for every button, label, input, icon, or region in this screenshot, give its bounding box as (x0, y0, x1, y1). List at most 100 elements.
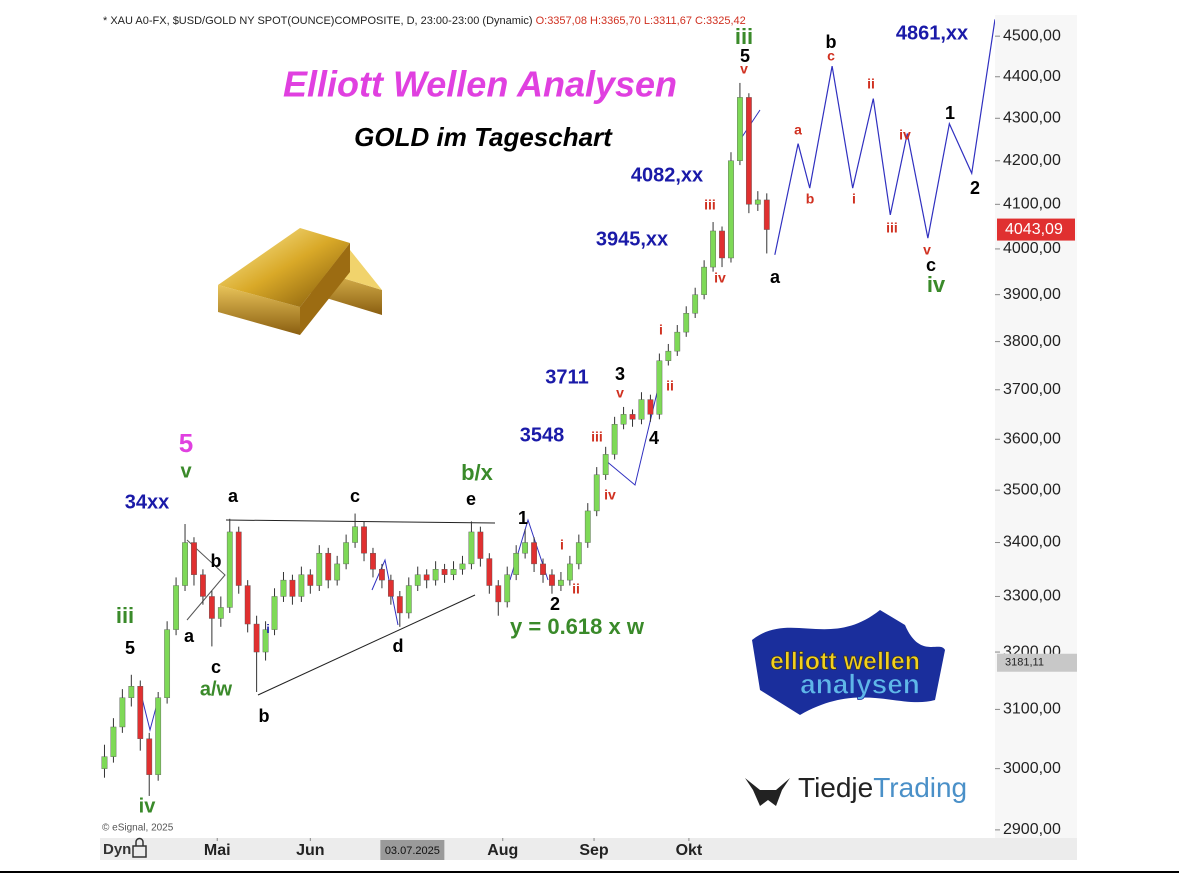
crosshair-x-label: 03.07.2025 (385, 845, 440, 857)
candle-body (737, 97, 743, 161)
candle-body (763, 199, 770, 230)
candle-body (208, 596, 215, 619)
candle-body (575, 542, 582, 565)
candle-body (379, 569, 385, 581)
y-axis-panel (995, 15, 1077, 860)
candle-body (101, 756, 108, 769)
x-tick-label: Sep (579, 842, 609, 859)
wave-label: 5 (125, 638, 135, 658)
candle-body (334, 563, 341, 581)
wave-label: iii (591, 429, 603, 445)
candle-body (611, 424, 618, 455)
logo-bottom: analysen (800, 668, 920, 699)
wave-label: 34xx (125, 491, 170, 513)
y-tick-label: 3000,00 (1003, 760, 1061, 777)
wave-label: a (228, 486, 239, 506)
candle-body (620, 414, 627, 425)
candle-body (531, 542, 537, 565)
candle-body (745, 97, 752, 205)
logo-top: elliott wellen (770, 648, 920, 676)
candle-body (307, 574, 314, 586)
candle-body (343, 542, 350, 565)
candle-body (584, 510, 591, 543)
candle-body (495, 585, 502, 603)
wave-label: iv (714, 270, 726, 286)
candle-body (540, 563, 546, 575)
wave-label: 5 (179, 428, 193, 458)
candle-body (352, 526, 358, 543)
candle-body (119, 697, 126, 728)
candle-body (432, 569, 439, 581)
wave-label: a (184, 626, 195, 646)
candle-body (423, 574, 430, 581)
candle-body (146, 738, 153, 775)
lock-icon (132, 837, 147, 858)
candle-body (728, 160, 734, 259)
wave-label: 3 (615, 364, 625, 384)
candle-body (710, 230, 716, 268)
candle-body (298, 574, 305, 597)
candle-body (459, 563, 466, 570)
x-tick-label: Mai (204, 842, 231, 859)
candle-body (638, 399, 645, 420)
candle-body (656, 360, 663, 415)
tiedje-logo: TiedjeTrading (745, 772, 967, 806)
wave-label: ii (867, 76, 875, 92)
candle-body (441, 569, 448, 575)
gold-bars (218, 228, 382, 335)
wave-label: iii (735, 24, 753, 49)
wave-label: ii (572, 581, 580, 597)
candle-body (692, 294, 699, 314)
candle-body (244, 585, 251, 625)
wave-label: 5 (740, 46, 750, 66)
candle-body (450, 569, 457, 575)
candle-body (235, 531, 242, 586)
candle-body (217, 607, 224, 619)
candle-body (468, 531, 475, 565)
y-tick-label: 4200,00 (1003, 152, 1061, 169)
candle-body (137, 686, 144, 739)
x-axis-panel (100, 838, 1077, 860)
candle-body (754, 199, 761, 205)
crosshair-y-box (997, 653, 1077, 672)
candle-body (289, 579, 296, 597)
wave-label: b (806, 191, 815, 207)
wave-label: i (852, 191, 856, 207)
wave-label: 4861,xx (896, 22, 968, 44)
wave-label: iv (139, 795, 157, 817)
candle-body (674, 331, 681, 352)
candle-body (110, 726, 117, 757)
copyright: © eSignal, 2025 (102, 823, 174, 834)
candle-body (665, 350, 672, 361)
candle-body (566, 563, 573, 581)
y-tick-label: 3400,00 (1003, 534, 1061, 551)
candle-body (719, 230, 725, 259)
wave-label: y = 0.618 x w (510, 614, 645, 639)
candle-body (701, 266, 708, 295)
wave-label: c (827, 48, 835, 64)
candle-body (405, 585, 412, 614)
y-tick-label: 4500,00 (1003, 27, 1061, 44)
wave-label: a (770, 267, 781, 287)
wave-label: v (923, 242, 931, 258)
candle-body (226, 531, 233, 608)
candle-body (387, 579, 394, 597)
last-price-label: 4043,09 (1005, 221, 1063, 238)
wave-label: c (211, 657, 221, 677)
wave-label: iii (886, 220, 898, 236)
wave-label: a (794, 122, 802, 138)
y-tick-label: 4400,00 (1003, 68, 1061, 85)
elliott-logo: elliott wellen analysen (752, 610, 945, 715)
candle-body (513, 552, 520, 575)
chart-title: Elliott Wellen Analysen (283, 64, 677, 105)
wave-label: e (466, 489, 476, 509)
wave-label: iv (899, 127, 911, 143)
candle-body (549, 574, 555, 586)
candle-body (325, 552, 332, 581)
candle-body (164, 629, 171, 698)
x-tick-label: Aug (487, 842, 518, 859)
plot-area (101, 19, 995, 796)
wave-label: c (350, 486, 360, 506)
candle-body (558, 579, 564, 586)
candle-body (361, 526, 367, 554)
